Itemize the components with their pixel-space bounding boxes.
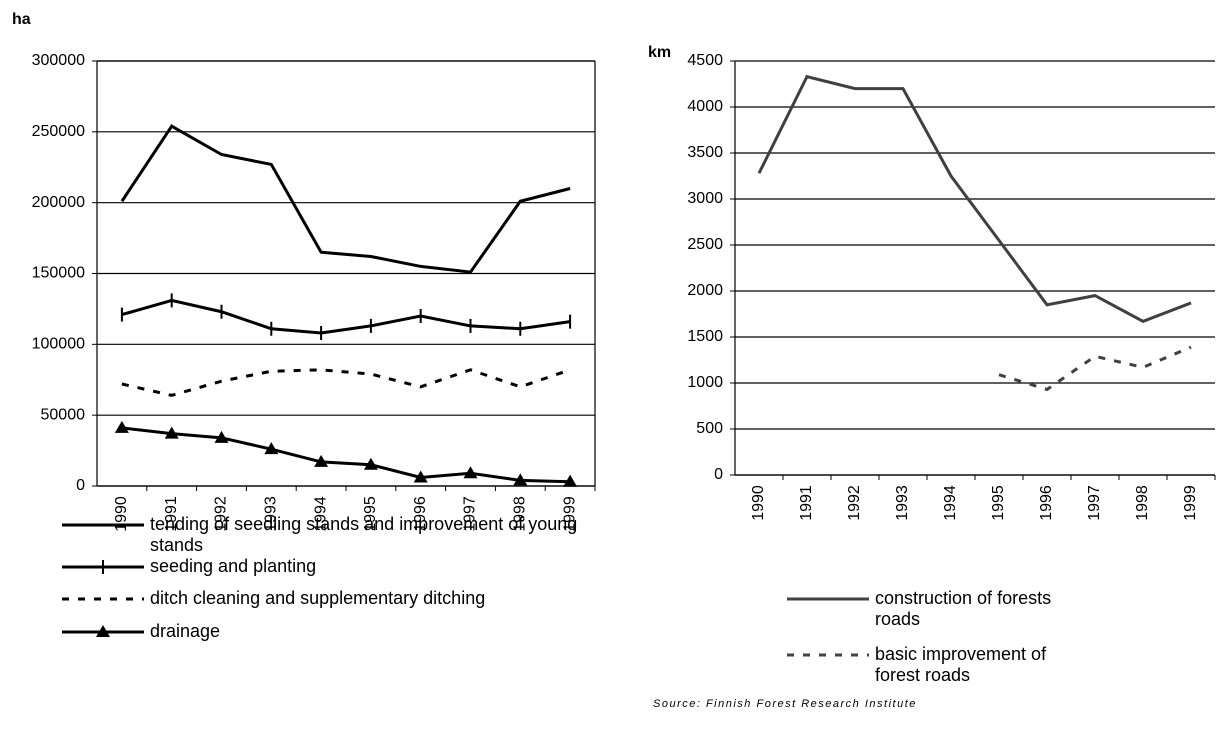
x-tick-label: 1992 <box>213 496 230 532</box>
series-line <box>121 298 571 335</box>
x-tick-label: 1998 <box>512 496 529 532</box>
y-tick-label: 2500 <box>687 236 723 253</box>
y-tick-label: 1000 <box>687 374 723 391</box>
marker <box>114 420 129 433</box>
x-tick-label: 1991 <box>163 496 180 532</box>
legend-swatch <box>62 597 144 601</box>
y-tick-label: 300000 <box>32 52 85 69</box>
legend-label: ditch cleaning and supplementary ditchin… <box>150 588 486 608</box>
x-tick-label: 1993 <box>894 485 911 521</box>
marker <box>214 430 229 443</box>
x-tick-label: 1992 <box>846 485 863 521</box>
legend-label: seeding and planting <box>150 556 317 576</box>
x-tick-label: 1997 <box>462 496 479 532</box>
legend-label: construction of forests roads <box>875 588 1052 629</box>
legend-label: drainage <box>150 621 221 641</box>
y-tick-label: 0 <box>76 477 85 494</box>
y-tick-label: 4000 <box>687 98 723 115</box>
marker <box>164 426 179 439</box>
y-tick-label: 150000 <box>32 265 85 282</box>
x-tick-label: 1999 <box>561 496 578 532</box>
legend-label: tending of seedling stands and improveme… <box>150 514 578 555</box>
series-line <box>120 124 571 274</box>
y-tick-label: 4500 <box>687 52 723 69</box>
x-tick-label: 1996 <box>1038 485 1055 521</box>
source-note: Source: Finnish Forest Research Institut… <box>653 698 917 710</box>
legend-swatch <box>787 653 869 657</box>
x-tick-label: 1991 <box>798 485 815 521</box>
x-tick-label: 1993 <box>263 496 280 532</box>
marker <box>264 442 279 455</box>
marker <box>413 470 428 483</box>
y-tick-label: 200000 <box>32 194 85 211</box>
series-line <box>121 368 571 397</box>
y-tick-label: 50000 <box>41 406 86 423</box>
y-tick-label: 100000 <box>32 336 85 353</box>
x-tick-label: 1995 <box>990 485 1007 521</box>
x-tick-label: 1998 <box>1134 485 1151 521</box>
x-tick-label: 1994 <box>312 496 329 532</box>
legend-label: basic improvement of forest roads <box>875 644 1047 685</box>
y-tick-label: 3500 <box>687 144 723 161</box>
y-tick-label: 250000 <box>32 123 85 140</box>
series-line <box>757 74 1192 324</box>
legend-item: seeding and planting <box>60 556 620 577</box>
x-tick-label: 1994 <box>942 485 959 521</box>
legend-swatch <box>62 625 144 637</box>
x-tick-label: 1990 <box>113 496 130 532</box>
marker <box>363 457 378 470</box>
y-tick-label: 0 <box>714 466 723 483</box>
legend-marker <box>96 625 110 637</box>
marker <box>513 473 528 486</box>
y-tick-label: 1500 <box>687 328 723 345</box>
x-tick-label: 1990 <box>750 485 767 521</box>
legend-item: tending of seedling stands and improveme… <box>60 514 620 556</box>
marker <box>463 466 478 479</box>
legend-item: ditch cleaning and supplementary ditchin… <box>60 588 620 609</box>
legend-item: drainage <box>60 621 620 642</box>
marker <box>563 474 578 487</box>
y-axis-label: km <box>648 44 671 61</box>
legend-item: basic improvement of forest roads <box>785 644 1085 686</box>
y-tick-label: 2000 <box>687 282 723 299</box>
x-tick-label: 1995 <box>362 496 379 532</box>
y-tick-label: 500 <box>696 420 723 437</box>
x-tick-label: 1999 <box>1182 485 1199 521</box>
legend-swatch <box>787 597 869 601</box>
x-tick-label: 1996 <box>412 496 429 532</box>
series-line <box>998 345 1192 392</box>
legend-item: construction of forests roads <box>785 588 1085 630</box>
y-tick-label: 3000 <box>687 190 723 207</box>
legend-swatch <box>62 560 144 574</box>
x-tick-label: 1997 <box>1086 485 1103 521</box>
marker <box>314 454 329 467</box>
series-line <box>121 426 571 484</box>
y-axis-label: ha <box>12 11 31 28</box>
legend-swatch <box>62 523 144 527</box>
